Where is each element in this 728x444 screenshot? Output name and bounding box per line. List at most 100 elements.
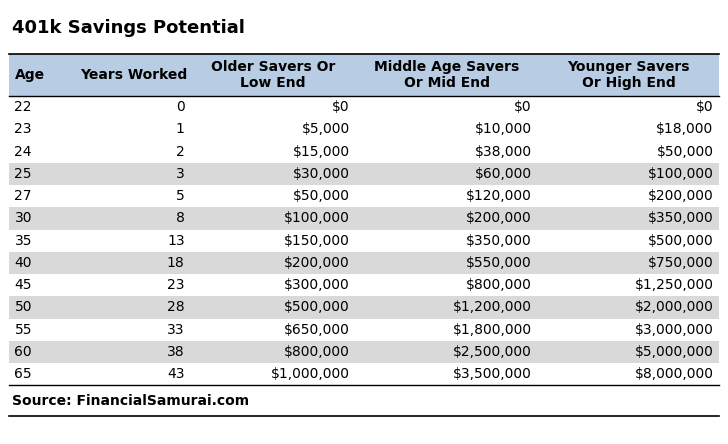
Bar: [356, 319, 537, 341]
Bar: [356, 207, 537, 230]
Bar: [537, 163, 719, 185]
Bar: [191, 185, 356, 207]
Text: 1: 1: [175, 123, 185, 136]
Bar: [356, 252, 537, 274]
Text: $500,000: $500,000: [284, 301, 350, 314]
Bar: [75, 296, 191, 319]
Bar: [537, 296, 719, 319]
Text: $38,000: $38,000: [475, 145, 531, 159]
Text: $1,800,000: $1,800,000: [453, 323, 531, 337]
Text: $120,000: $120,000: [466, 189, 531, 203]
Bar: [191, 274, 356, 296]
Text: $800,000: $800,000: [284, 345, 350, 359]
Bar: [75, 118, 191, 140]
Text: $800,000: $800,000: [466, 278, 531, 292]
Text: 13: 13: [167, 234, 185, 248]
Bar: [9, 230, 75, 252]
Text: $350,000: $350,000: [648, 211, 713, 226]
Text: 38: 38: [167, 345, 185, 359]
Bar: [356, 118, 537, 140]
Bar: [191, 341, 356, 363]
Text: 30: 30: [15, 211, 32, 226]
Bar: [191, 54, 356, 96]
Bar: [9, 319, 75, 341]
Text: $18,000: $18,000: [657, 123, 713, 136]
Text: $200,000: $200,000: [648, 189, 713, 203]
Bar: [191, 296, 356, 319]
Bar: [537, 230, 719, 252]
Bar: [537, 185, 719, 207]
Bar: [356, 54, 537, 96]
Text: $750,000: $750,000: [648, 256, 713, 270]
Text: $10,000: $10,000: [475, 123, 531, 136]
Text: $5,000,000: $5,000,000: [635, 345, 713, 359]
Text: $1,250,000: $1,250,000: [635, 278, 713, 292]
Text: $650,000: $650,000: [284, 323, 350, 337]
Bar: [537, 96, 719, 118]
Bar: [191, 230, 356, 252]
Bar: [356, 274, 537, 296]
Bar: [537, 252, 719, 274]
Bar: [191, 96, 356, 118]
Text: $150,000: $150,000: [284, 234, 350, 248]
Bar: [537, 54, 719, 96]
Bar: [356, 341, 537, 363]
Bar: [9, 207, 75, 230]
Bar: [537, 274, 719, 296]
Bar: [356, 185, 537, 207]
Text: 28: 28: [167, 301, 185, 314]
Bar: [9, 163, 75, 185]
Bar: [191, 163, 356, 185]
Text: $350,000: $350,000: [466, 234, 531, 248]
Text: 43: 43: [167, 367, 185, 381]
Bar: [9, 296, 75, 319]
Bar: [356, 140, 537, 163]
Bar: [191, 207, 356, 230]
Text: 35: 35: [15, 234, 32, 248]
Text: $200,000: $200,000: [466, 211, 531, 226]
Text: 55: 55: [15, 323, 32, 337]
Text: $1,200,000: $1,200,000: [453, 301, 531, 314]
Bar: [191, 140, 356, 163]
Text: Older Savers Or
Low End: Older Savers Or Low End: [211, 60, 336, 90]
Text: 40: 40: [15, 256, 32, 270]
Text: Age: Age: [15, 68, 44, 82]
Text: $2,500,000: $2,500,000: [453, 345, 531, 359]
Bar: [75, 163, 191, 185]
Bar: [9, 54, 75, 96]
Bar: [191, 252, 356, 274]
Bar: [9, 385, 719, 416]
Text: $100,000: $100,000: [284, 211, 350, 226]
Text: 60: 60: [15, 345, 32, 359]
Text: $50,000: $50,000: [293, 189, 350, 203]
Bar: [75, 341, 191, 363]
Bar: [537, 140, 719, 163]
Text: 18: 18: [167, 256, 185, 270]
Bar: [9, 341, 75, 363]
Text: 45: 45: [15, 278, 32, 292]
Bar: [75, 54, 191, 96]
Bar: [9, 252, 75, 274]
Bar: [9, 185, 75, 207]
Text: Source: FinancialSamurai.com: Source: FinancialSamurai.com: [12, 394, 250, 408]
Bar: [9, 140, 75, 163]
Text: $0: $0: [332, 100, 350, 114]
Bar: [356, 363, 537, 385]
Bar: [75, 319, 191, 341]
Bar: [537, 207, 719, 230]
Text: Middle Age Savers
Or Mid End: Middle Age Savers Or Mid End: [374, 60, 519, 90]
Bar: [537, 319, 719, 341]
Text: $0: $0: [514, 100, 531, 114]
Bar: [9, 96, 75, 118]
Text: $3,500,000: $3,500,000: [453, 367, 531, 381]
Bar: [537, 118, 719, 140]
Bar: [9, 363, 75, 385]
Text: 3: 3: [176, 167, 185, 181]
Bar: [537, 341, 719, 363]
Text: 8: 8: [175, 211, 185, 226]
Text: 24: 24: [15, 145, 32, 159]
Bar: [75, 140, 191, 163]
Text: $200,000: $200,000: [284, 256, 350, 270]
Text: 65: 65: [15, 367, 32, 381]
Bar: [191, 118, 356, 140]
